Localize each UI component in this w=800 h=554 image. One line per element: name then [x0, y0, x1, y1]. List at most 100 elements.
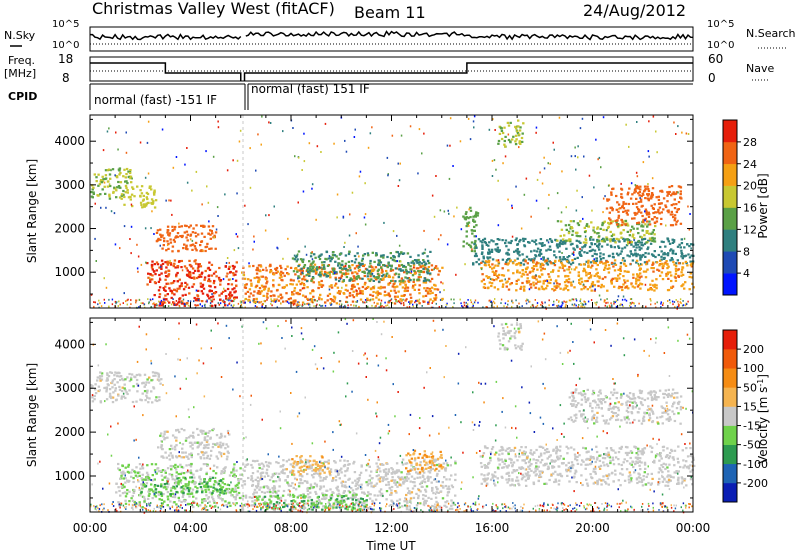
- velocity-cell: [355, 482, 358, 485]
- power-near-range-cell: [254, 305, 257, 307]
- velocity-cell: [118, 375, 121, 378]
- velocity-cell: [150, 463, 154, 466]
- power-cell: [566, 260, 569, 263]
- velocity-cell: [145, 394, 148, 397]
- power-near-range-cell: [485, 306, 487, 308]
- power-cell: [196, 297, 199, 300]
- velocity-cell: [221, 491, 224, 494]
- power-cell: [252, 298, 256, 301]
- power-cell: [415, 267, 419, 270]
- power-cell: [665, 274, 668, 277]
- power-cell: [523, 245, 527, 248]
- velocity-cell: [227, 451, 230, 455]
- power-cell: [257, 290, 260, 293]
- velocity-cell: [206, 439, 209, 442]
- velocity-cell: [193, 441, 196, 444]
- velocity-cell: [260, 462, 264, 465]
- velocity-cell: [215, 434, 219, 437]
- power-noise-cell: [561, 170, 563, 173]
- power-near-range-cell: [374, 305, 376, 308]
- power-cell: [433, 288, 436, 291]
- power-noise-cell: [581, 196, 583, 199]
- power-cell: [555, 256, 558, 259]
- power-cell: [643, 234, 646, 237]
- power-near-range-cell: [660, 301, 662, 304]
- velocity-cell: [143, 390, 147, 393]
- velocity-cell: [385, 471, 388, 474]
- velocity-cell: [289, 495, 292, 498]
- power-cell: [601, 224, 604, 227]
- power-noise-cell: [468, 208, 470, 211]
- power-cell: [265, 282, 268, 285]
- power-cell: [579, 235, 582, 238]
- power-cell: [626, 224, 630, 227]
- velocity-cell: [447, 491, 450, 494]
- power-cell: [488, 259, 491, 262]
- velocity-cell: [213, 501, 216, 504]
- power-near-range-cell: [159, 302, 161, 305]
- velocity-cell: [219, 497, 222, 500]
- power-near-range-cell: [435, 302, 437, 305]
- power-noise-cell: [169, 259, 171, 262]
- power-cell: [465, 225, 468, 228]
- power-cell: [652, 262, 655, 265]
- power-noise-cell: [629, 241, 631, 244]
- velocity-cell: [160, 474, 164, 477]
- power-cell: [477, 238, 481, 241]
- velocity-cell: [224, 489, 227, 492]
- power-cell: [602, 262, 605, 265]
- velocity-cell: [247, 476, 250, 480]
- power-cell: [392, 255, 395, 258]
- power-cell: [666, 194, 669, 197]
- power-cell: [417, 254, 420, 257]
- power-cell: [675, 220, 678, 223]
- power-cell: [400, 299, 403, 302]
- power-cell: [426, 255, 429, 258]
- power-near-range-cell: [687, 300, 689, 303]
- power-cell: [527, 280, 531, 283]
- power-cell: [609, 218, 612, 221]
- power-cell: [550, 239, 553, 242]
- power-cell: [165, 282, 168, 285]
- power-cell: [683, 246, 686, 249]
- power-near-range-cell: [681, 304, 684, 307]
- power-near-range-cell: [603, 299, 606, 302]
- power-colorbar-tick-label: 8: [743, 245, 750, 258]
- power-cell: [525, 267, 528, 271]
- power-near-range-cell: [373, 301, 375, 304]
- power-cell: [619, 207, 622, 210]
- power-cell: [575, 244, 579, 247]
- power-cell: [587, 259, 590, 262]
- power-cell: [670, 274, 673, 277]
- power-cell: [671, 285, 675, 288]
- power-near-range-cell: [299, 304, 301, 306]
- velocity-cell: [118, 372, 121, 375]
- power-near-range-cell: [174, 303, 176, 306]
- power-cell: [407, 277, 411, 280]
- power-cell: [666, 200, 669, 203]
- power-cell: [569, 243, 573, 246]
- velocity-cell: [188, 441, 192, 444]
- power-cell: [197, 275, 200, 279]
- power-cell: [674, 276, 677, 279]
- power-cell: [207, 278, 211, 281]
- power-cell: [246, 290, 250, 293]
- power-cell: [425, 267, 428, 270]
- power-near-range-cell: [540, 303, 542, 306]
- power-cell: [156, 263, 160, 266]
- power-near-range-cell: [383, 306, 385, 308]
- velocity-cell: [226, 445, 230, 448]
- power-cell: [338, 262, 341, 265]
- power-cell: [197, 265, 200, 268]
- velocity-cell: [390, 493, 393, 496]
- velocity-cell: [182, 472, 186, 475]
- velocity-cell: [121, 472, 124, 475]
- power-cell: [394, 260, 397, 263]
- velocity-cell: [219, 436, 223, 439]
- power-near-range-cell: [492, 300, 495, 303]
- power-cell: [587, 265, 590, 268]
- power-cell: [671, 224, 675, 227]
- power-cell: [322, 264, 326, 267]
- power-near-range-cell: [232, 305, 234, 307]
- power-cell: [658, 206, 662, 209]
